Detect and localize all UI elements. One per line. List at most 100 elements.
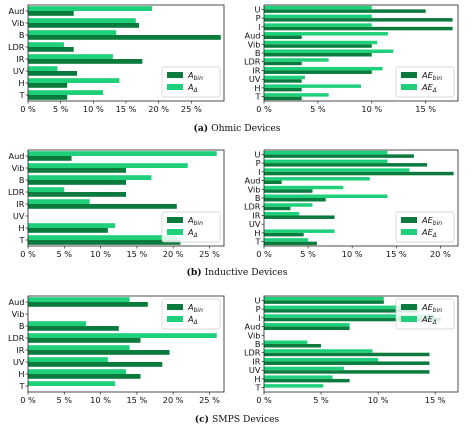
xtick-label: 5 % xyxy=(53,104,69,114)
legend-swatch-A_Δ xyxy=(167,84,183,90)
legend-swatch-A_bin xyxy=(167,217,183,223)
ytick-label: IR xyxy=(252,356,260,366)
ytick-label: P xyxy=(256,304,261,314)
legend-label-AE_Δ: AEΔ xyxy=(421,314,437,326)
xtick-label: 25 % xyxy=(181,104,202,114)
bar-AE_Δ-Vib xyxy=(264,40,378,45)
bar-AE_Δ-H xyxy=(264,229,335,233)
bar-A_Δ-B xyxy=(28,175,152,180)
bar-AE_bin-B xyxy=(264,198,326,202)
ytick-label: IR xyxy=(16,199,24,209)
ytick-label: LDR xyxy=(244,202,261,212)
legend-swatch-A_bin xyxy=(167,72,183,78)
ytick-label: B xyxy=(255,339,261,349)
axes-frame xyxy=(263,149,459,247)
bar-AE_Δ-P xyxy=(264,305,419,310)
bar-A_bin-IR xyxy=(28,59,143,64)
bar-AE_Δ-U xyxy=(264,296,384,301)
legend-label-A_Δ: AΔ xyxy=(187,314,198,326)
bar-AE_Δ-IR xyxy=(264,357,379,362)
ytick-label: Vib xyxy=(248,184,261,194)
bar-A_Δ-UV xyxy=(28,357,108,362)
ytick-label: UV xyxy=(13,66,25,76)
legend-label-A_Δ: AΔ xyxy=(187,227,198,239)
bar-AE_Δ-U xyxy=(264,150,388,155)
bar-AE_Δ-P xyxy=(264,14,372,19)
xtick-label: 20 % xyxy=(148,104,169,114)
bar-A_bin-B xyxy=(28,326,119,331)
ytick-label: Aud xyxy=(245,31,261,41)
bar-AE_Δ-I xyxy=(264,23,372,27)
bar-AE_Δ-B xyxy=(264,194,388,198)
bar-AE_Δ-T xyxy=(264,93,329,97)
ytick-label: P xyxy=(256,13,261,23)
ytick-label: LDR xyxy=(8,42,25,52)
bar-AE_bin-Aud xyxy=(264,180,282,185)
ytick-label: T xyxy=(254,383,261,393)
bar-A_bin-Vib xyxy=(28,23,140,28)
caption-ohmic: (a) Ohmic Devices xyxy=(194,123,281,134)
xtick-label: 0 % xyxy=(256,104,272,114)
xtick-label: 15 % xyxy=(116,104,137,114)
legend-swatch-AE_bin xyxy=(401,72,417,78)
caption-smps: (c) SMPS Devices xyxy=(195,414,280,425)
xtick-label: 15 % xyxy=(415,104,436,114)
legend-label-A_bin: Abin xyxy=(187,215,203,227)
legend-swatch-AE_Δ xyxy=(401,229,417,235)
bar-AE_bin-H xyxy=(264,87,302,92)
bar-A_Δ-T xyxy=(28,381,116,386)
xtick-label: 0 % xyxy=(20,395,36,405)
xtick-label: 15 % xyxy=(425,395,446,405)
bar-A_Δ-IR xyxy=(28,199,90,204)
bar-A_bin-H xyxy=(28,83,68,88)
xtick-label: 0 % xyxy=(256,249,272,259)
legend-label-AE_bin: AEbin xyxy=(421,302,442,314)
bar-AE_Δ-H xyxy=(264,84,361,88)
xtick-label: 10 % xyxy=(368,395,389,405)
bar-AE_Δ-U xyxy=(264,5,372,10)
xtick-label: 10 % xyxy=(83,104,104,114)
bar-A_Δ-Vib xyxy=(28,18,136,23)
ytick-label: UV xyxy=(13,211,25,221)
ytick-label: Aud xyxy=(245,322,261,332)
ytick-label: H xyxy=(254,83,260,93)
bar-A_bin-H xyxy=(28,374,141,379)
axes-frame xyxy=(27,295,225,393)
bar-AE_Δ-B xyxy=(264,49,394,53)
bar-A_Δ-T xyxy=(28,90,104,95)
bar-A_Δ-LDR xyxy=(28,42,64,47)
bar-AE_Δ-Aud xyxy=(264,32,388,36)
ytick-label: B xyxy=(255,193,261,203)
bar-AE_bin-Vib xyxy=(264,44,372,48)
ytick-label: I xyxy=(258,22,260,32)
bar-A_bin-LDR xyxy=(28,338,141,343)
ytick-label: T xyxy=(18,235,25,245)
ytick-label: UV xyxy=(249,219,261,229)
legend-swatch-A_Δ xyxy=(167,229,183,235)
legend-label-AE_Δ: AEΔ xyxy=(421,227,437,239)
bar-A_Δ-LDR xyxy=(28,187,65,192)
legend-label-A_bin: Abin xyxy=(187,302,203,314)
legend-label-AE_bin: AEbin xyxy=(421,70,442,82)
bar-AE_Δ-T xyxy=(264,384,324,388)
bar-A_bin-LDR xyxy=(28,192,126,197)
bar-A_Δ-IR xyxy=(28,345,130,350)
xtick-label: 10 % xyxy=(361,104,382,114)
legend-swatch-AE_Δ xyxy=(401,316,417,322)
bar-AE_bin-B xyxy=(264,344,322,348)
bar-A_Δ-Aud xyxy=(28,297,130,302)
ytick-label: Vib xyxy=(248,330,261,340)
bar-A_Δ-H xyxy=(28,223,116,228)
bar-AE_bin-P xyxy=(264,18,453,22)
ytick-label: T xyxy=(18,90,25,100)
bar-AE_bin-B xyxy=(264,53,372,57)
ytick-label: Aud xyxy=(9,151,25,161)
ytick-label: LDR xyxy=(8,187,25,197)
bar-A_Δ-H xyxy=(28,369,126,374)
xtick-label: 10 % xyxy=(90,395,111,405)
bar-A_Δ-Aud xyxy=(28,6,153,11)
bar-AE_bin-IR xyxy=(264,215,335,219)
